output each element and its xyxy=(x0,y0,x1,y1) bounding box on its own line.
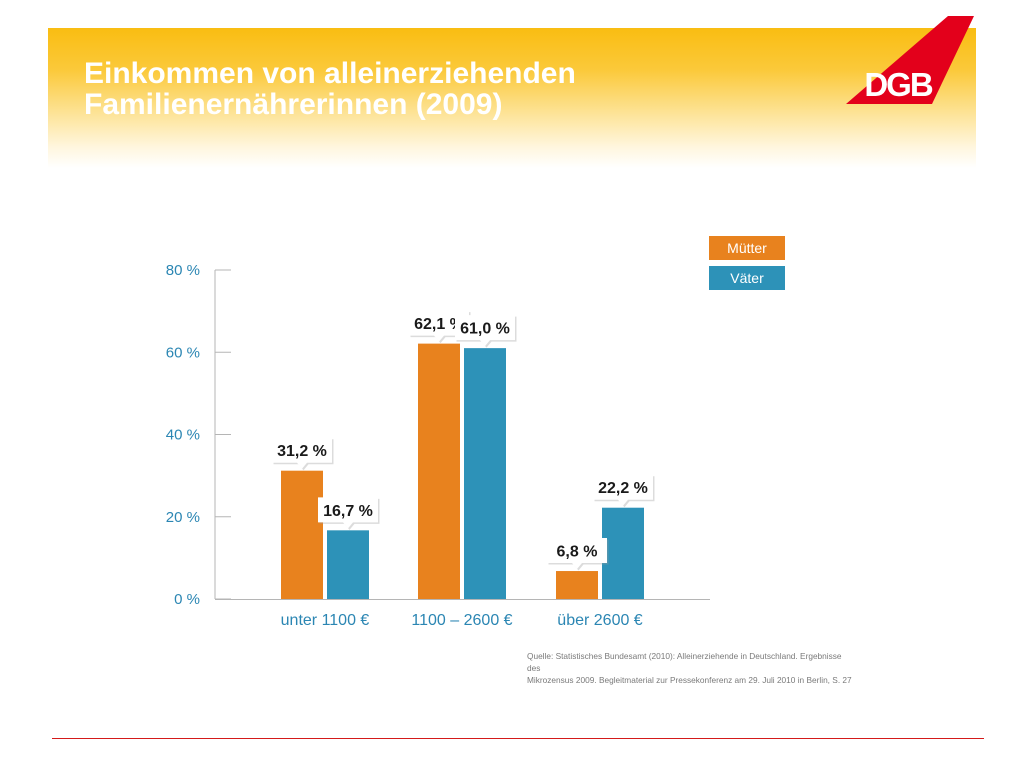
x-category-label: 1100 – 2600 € xyxy=(411,612,512,629)
y-tick-label: 40 % xyxy=(166,427,200,444)
data-label-box xyxy=(455,315,515,347)
bar-muetter xyxy=(281,470,323,599)
data-label: 22,2 % xyxy=(598,480,648,497)
dgb-logo-text: DGB xyxy=(864,66,933,103)
page-title-line-1: Einkommen von alleinerziehenden xyxy=(84,57,576,90)
x-category-label: unter 1100 € xyxy=(281,612,370,629)
y-tick-label: 20 % xyxy=(166,509,200,526)
data-label-box xyxy=(318,497,378,529)
page-title: Einkommen von alleinerziehenden Familien… xyxy=(84,58,576,120)
legend-item-muetter: Mütter xyxy=(709,236,785,260)
footer-divider xyxy=(52,738,984,739)
data-label: 61,0 % xyxy=(460,321,510,338)
source-note-line-1: Quelle: Statistisches Bundesamt (2010): … xyxy=(527,651,842,673)
y-tick-label: 80 % xyxy=(166,262,200,279)
data-label-box xyxy=(593,474,653,506)
data-label: 31,2 % xyxy=(277,443,327,460)
bar-vaeter xyxy=(464,348,506,599)
data-label: 16,7 % xyxy=(323,503,373,520)
dgb-logo-shape xyxy=(846,16,974,104)
header-banner xyxy=(48,28,976,168)
data-label: 62,1 % xyxy=(414,316,464,333)
source-note-line-2: Mikrozensus 2009. Begleitmaterial zur Pr… xyxy=(527,675,852,685)
page-title-line-2: Familienernährerinnen (2009) xyxy=(84,88,503,121)
data-label-box xyxy=(547,538,607,570)
source-note: Quelle: Statistisches Bundesamt (2010): … xyxy=(527,650,857,686)
legend-item-vaeter: Väter xyxy=(709,266,785,290)
data-label-box xyxy=(272,437,332,469)
dgb-logo: DGB xyxy=(846,16,974,104)
y-tick-label: 0 % xyxy=(174,591,200,608)
bar-vaeter xyxy=(602,507,644,599)
chart-legend: Mütter Väter xyxy=(709,236,785,296)
y-tick-label: 60 % xyxy=(166,344,200,361)
data-label-box xyxy=(409,310,469,342)
data-label: 6,8 % xyxy=(557,544,598,561)
bar-muetter xyxy=(418,343,460,599)
bar-muetter xyxy=(556,571,598,599)
x-category-label: über 2600 € xyxy=(557,612,643,629)
bar-vaeter xyxy=(327,530,369,599)
